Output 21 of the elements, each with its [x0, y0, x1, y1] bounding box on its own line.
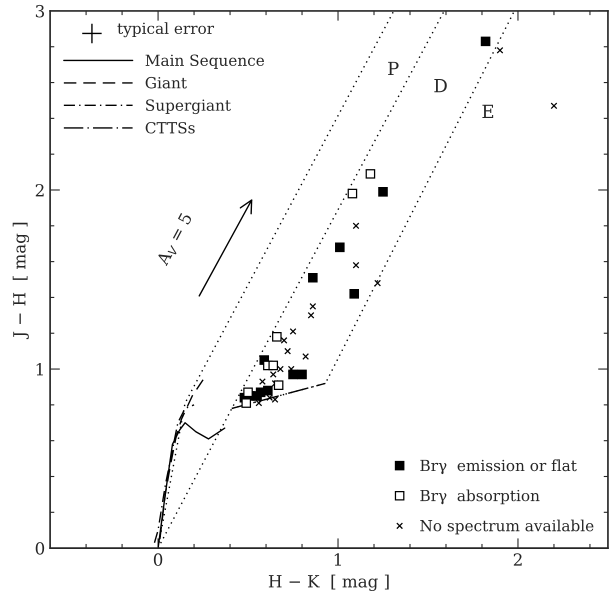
y-tick-label: 3: [36, 4, 44, 18]
annotation: typical error: [117, 22, 214, 38]
legend-label: CTTSs: [146, 122, 195, 134]
x-axis-title: H − K [ mag ]: [268, 574, 389, 592]
y-axis-title: J − H [ mag ]: [12, 222, 30, 340]
annotation: A$_{V}$ = 5: [156, 212, 195, 268]
legend-label: Main Sequence: [146, 54, 264, 70]
legend-label: Giant: [146, 76, 187, 88]
y-tick-label: 2: [36, 184, 44, 196]
y-tick-label: 1: [36, 363, 43, 376]
legend-label: Brγ absorption: [420, 489, 540, 504]
legend-label: Supergiant: [146, 99, 231, 114]
annotation: E: [482, 104, 494, 118]
legend-label: No spectrum available: [420, 520, 594, 534]
legend-label: Brγ emission or flat: [420, 459, 577, 474]
annotation: P: [388, 62, 399, 75]
x-tick-label: 0: [154, 553, 162, 566]
annotation: D: [434, 79, 447, 92]
x-tick-label: 1: [334, 553, 341, 566]
y-tick-label: 0: [36, 542, 44, 555]
x-tick-label: 2: [514, 553, 522, 566]
